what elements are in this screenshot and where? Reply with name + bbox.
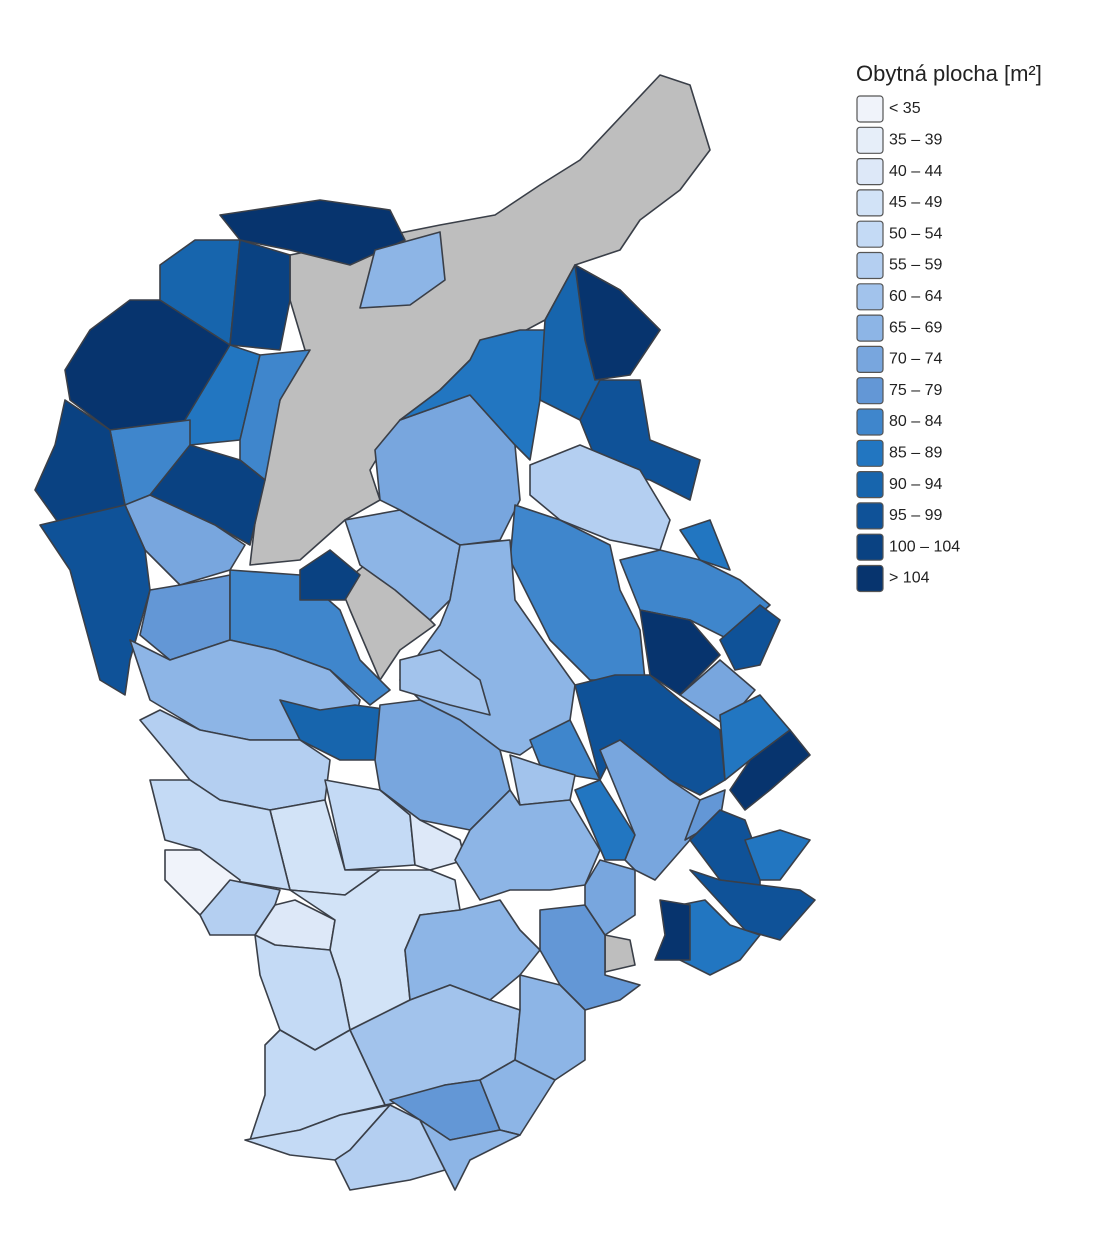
legend-swatch [856, 251, 884, 280]
region-no-data [604, 934, 636, 973]
legend-swatch [856, 471, 884, 499]
legend-label: 90 – 94 [889, 476, 942, 493]
region [509, 754, 576, 806]
region [574, 264, 661, 381]
region [124, 494, 246, 586]
region [229, 239, 291, 351]
region [184, 344, 261, 446]
legend-swatch [856, 220, 884, 248]
legend-label: 75 – 79 [889, 382, 942, 399]
legend-label: < 35 [889, 100, 921, 117]
region [719, 604, 781, 671]
region [419, 1119, 521, 1191]
legend-label: 80 – 84 [889, 413, 942, 430]
legend-title: Obytná plocha [m²] [856, 61, 1042, 86]
legend-label: 95 – 99 [889, 507, 942, 524]
region [529, 719, 601, 781]
legend-label: 100 – 104 [889, 538, 960, 555]
region [359, 231, 446, 309]
region [679, 519, 731, 571]
legend-swatch [856, 408, 884, 436]
region [584, 859, 636, 936]
region [299, 549, 361, 601]
legend-label: > 104 [889, 570, 930, 587]
legend-swatch [856, 158, 884, 186]
legend-swatch [856, 502, 884, 530]
region [379, 789, 466, 871]
legend-swatch [856, 345, 884, 373]
legend-swatch [856, 95, 884, 123]
legend-label: 45 – 49 [889, 194, 942, 211]
region [479, 1059, 556, 1136]
region [744, 829, 811, 881]
legend-swatch [856, 189, 884, 217]
legend-swatch [856, 283, 884, 311]
legend-swatch [856, 439, 884, 467]
legend-label: 35 – 39 [889, 132, 942, 149]
region [639, 609, 721, 696]
legend-swatch [856, 314, 884, 342]
legend-swatch [856, 564, 884, 593]
region [679, 899, 761, 976]
legend-swatch [856, 377, 884, 405]
region [399, 649, 491, 716]
region [514, 974, 586, 1081]
region [454, 789, 601, 901]
legend-label: 70 – 74 [889, 351, 942, 368]
region [599, 739, 701, 881]
region [654, 899, 691, 961]
legend-label: 50 – 54 [889, 225, 942, 242]
region [729, 729, 811, 811]
legend-label: 55 – 59 [889, 257, 942, 274]
legend-swatch [856, 533, 884, 561]
legend-label: 65 – 69 [889, 319, 942, 336]
legend-label: 40 – 44 [889, 163, 942, 180]
legend-label: 60 – 64 [889, 288, 942, 305]
legend-swatch [856, 126, 884, 154]
regions [34, 74, 816, 1191]
region [39, 504, 151, 696]
legend-label: 85 – 89 [889, 445, 942, 462]
legend: < 35 35 – 39 40 – 44 45 – 49 50 – 54 55 – 59 6… [856, 95, 960, 593]
